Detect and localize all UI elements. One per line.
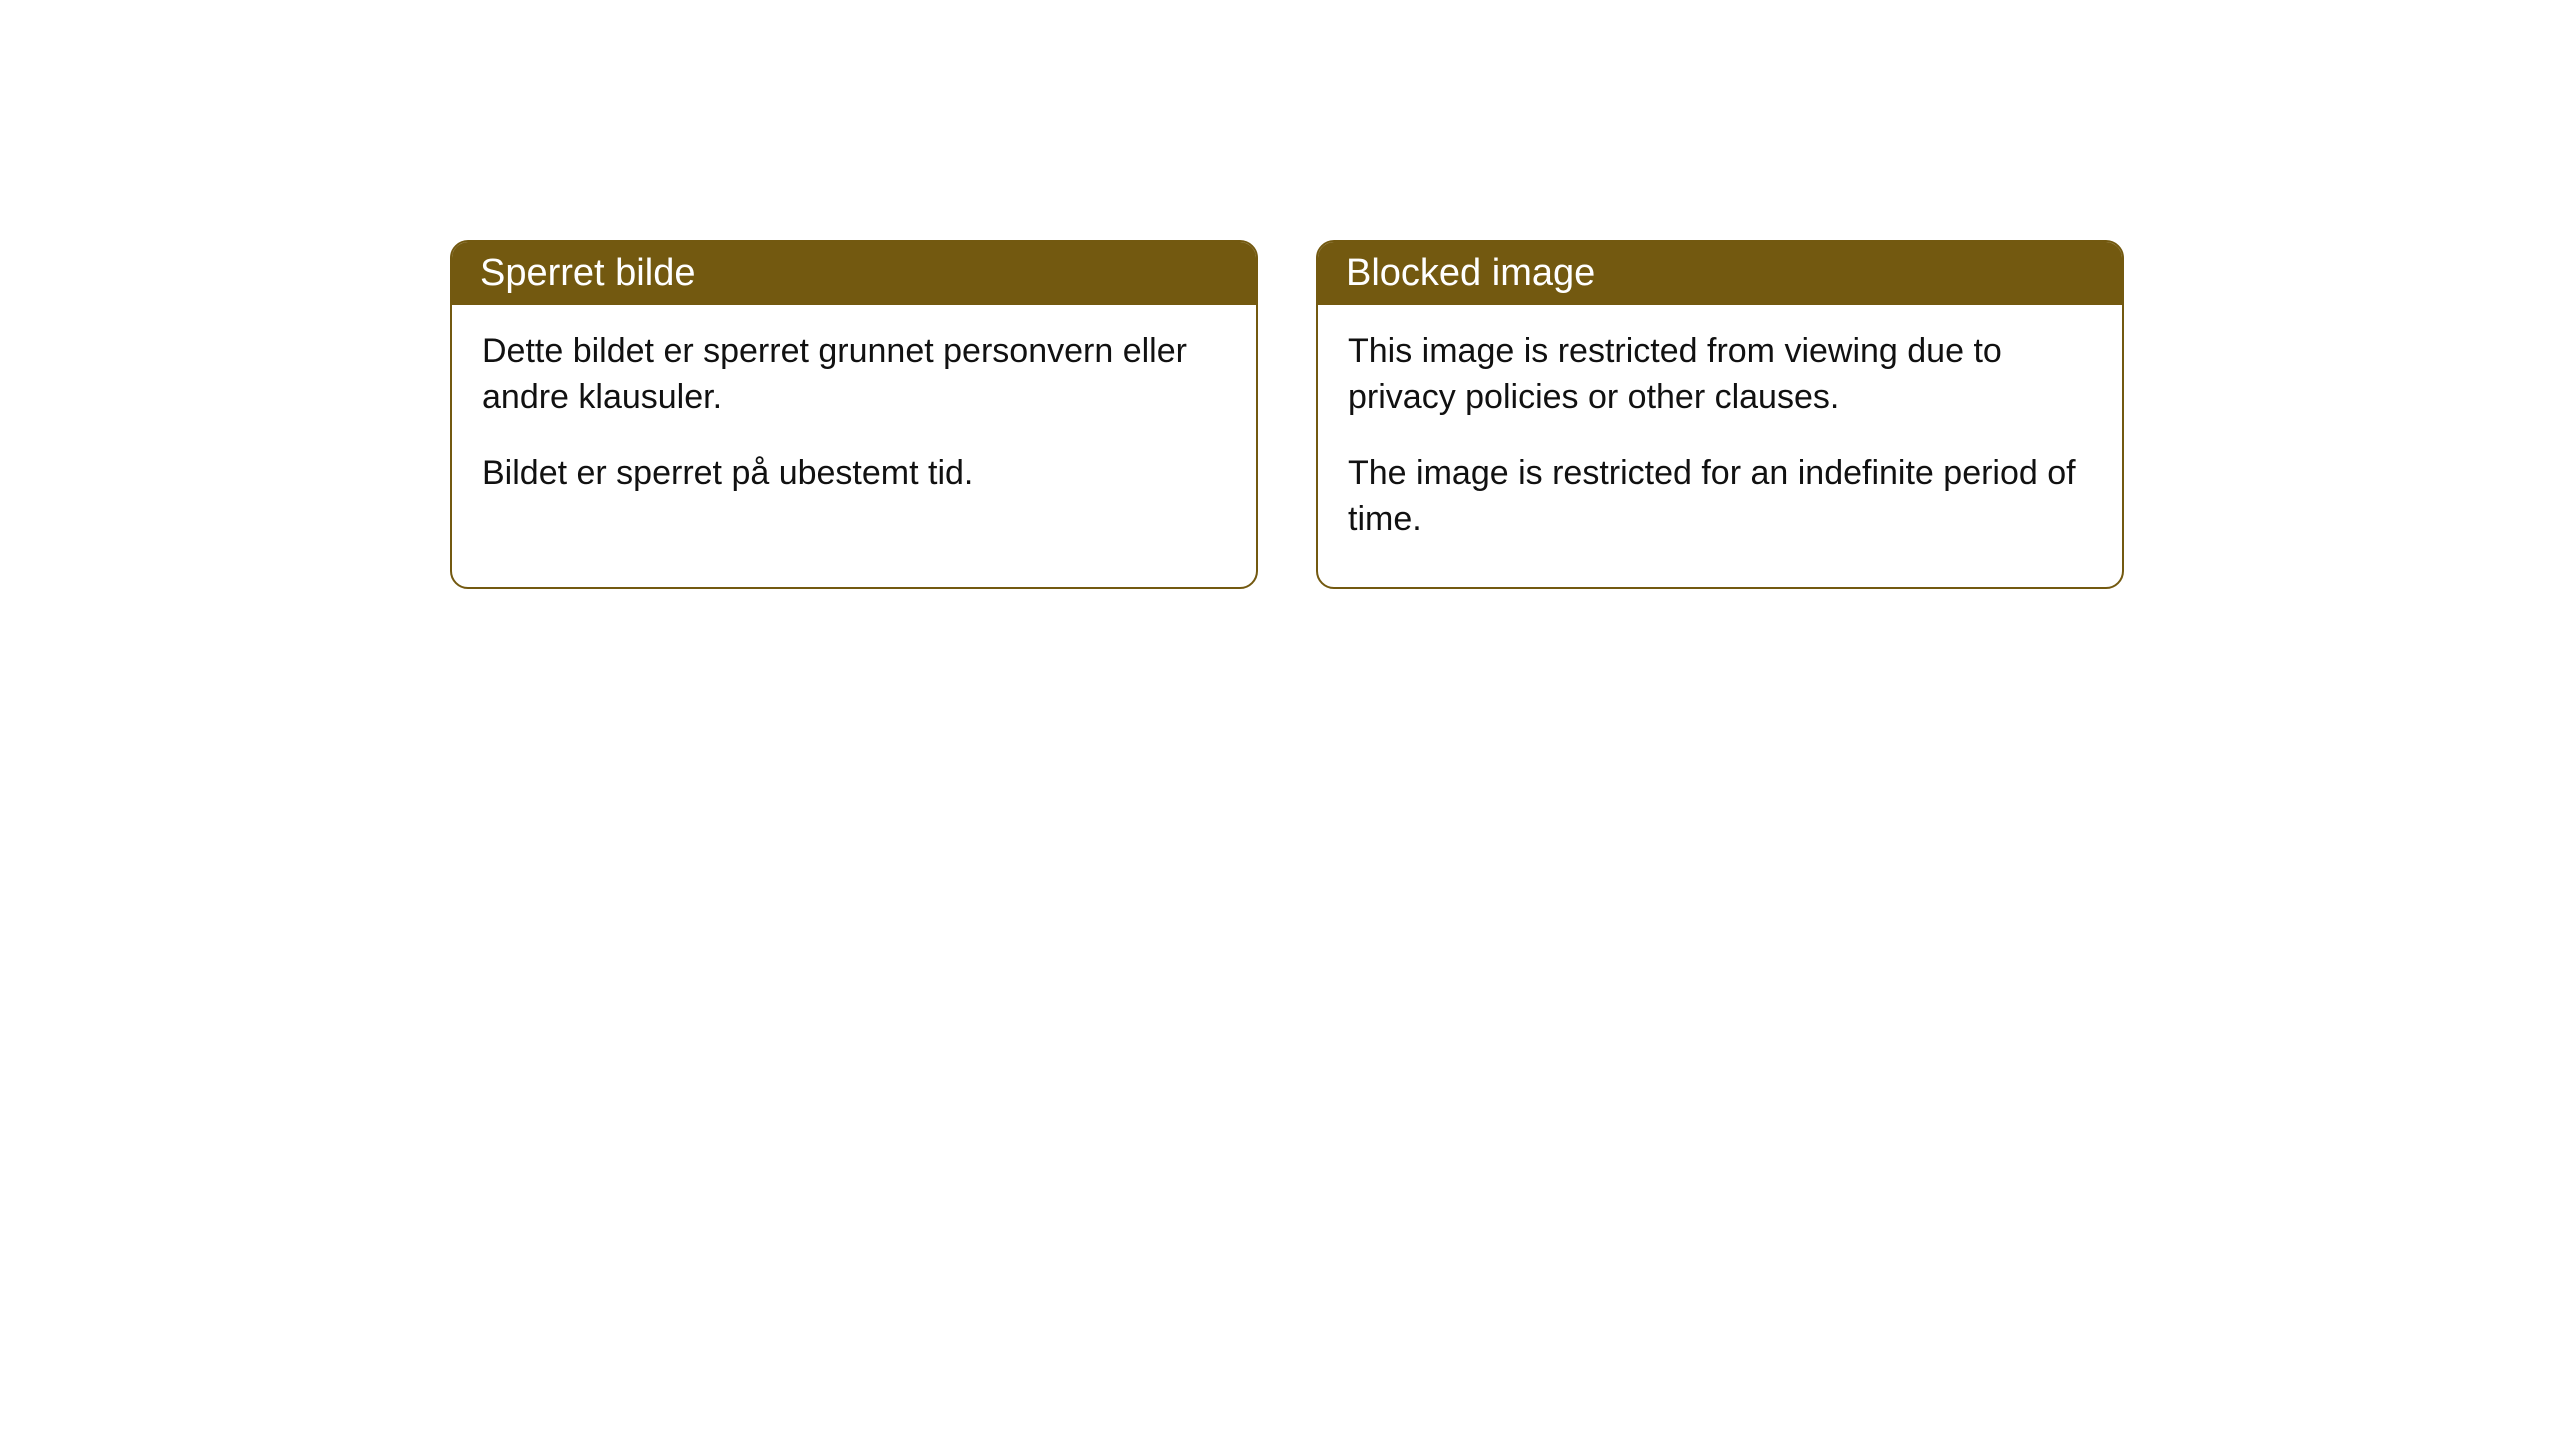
- card-paragraph-1: Dette bildet er sperret grunnet personve…: [482, 329, 1226, 421]
- card-header-english: Blocked image: [1318, 242, 2122, 305]
- card-title: Blocked image: [1346, 252, 1595, 294]
- card-paragraph-1: This image is restricted from viewing du…: [1348, 329, 2092, 421]
- card-paragraph-2: Bildet er sperret på ubestemt tid.: [482, 451, 1226, 497]
- card-body-norwegian: Dette bildet er sperret grunnet personve…: [452, 305, 1256, 541]
- card-title: Sperret bilde: [480, 252, 695, 294]
- card-body-english: This image is restricted from viewing du…: [1318, 305, 2122, 587]
- blocked-image-card-english: Blocked image This image is restricted f…: [1316, 240, 2124, 589]
- notice-cards-container: Sperret bilde Dette bildet er sperret gr…: [450, 240, 2124, 589]
- blocked-image-card-norwegian: Sperret bilde Dette bildet er sperret gr…: [450, 240, 1258, 589]
- card-header-norwegian: Sperret bilde: [452, 242, 1256, 305]
- card-paragraph-2: The image is restricted for an indefinit…: [1348, 451, 2092, 543]
